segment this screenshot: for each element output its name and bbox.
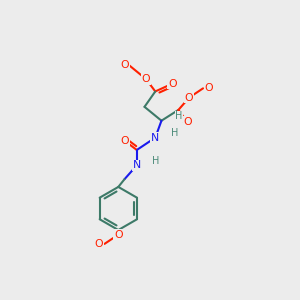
- Text: O: O: [185, 93, 194, 103]
- Text: N: N: [151, 133, 159, 142]
- Text: O: O: [168, 79, 176, 89]
- Text: O: O: [120, 136, 129, 146]
- Text: H: H: [171, 128, 178, 138]
- Text: H: H: [152, 156, 160, 166]
- Text: O: O: [121, 60, 129, 70]
- Text: O: O: [205, 83, 213, 93]
- Text: N: N: [133, 160, 141, 170]
- Text: O: O: [114, 230, 123, 240]
- Text: O: O: [142, 74, 150, 84]
- Text: H: H: [175, 111, 183, 121]
- Text: O: O: [183, 117, 192, 127]
- Text: O: O: [94, 239, 103, 249]
